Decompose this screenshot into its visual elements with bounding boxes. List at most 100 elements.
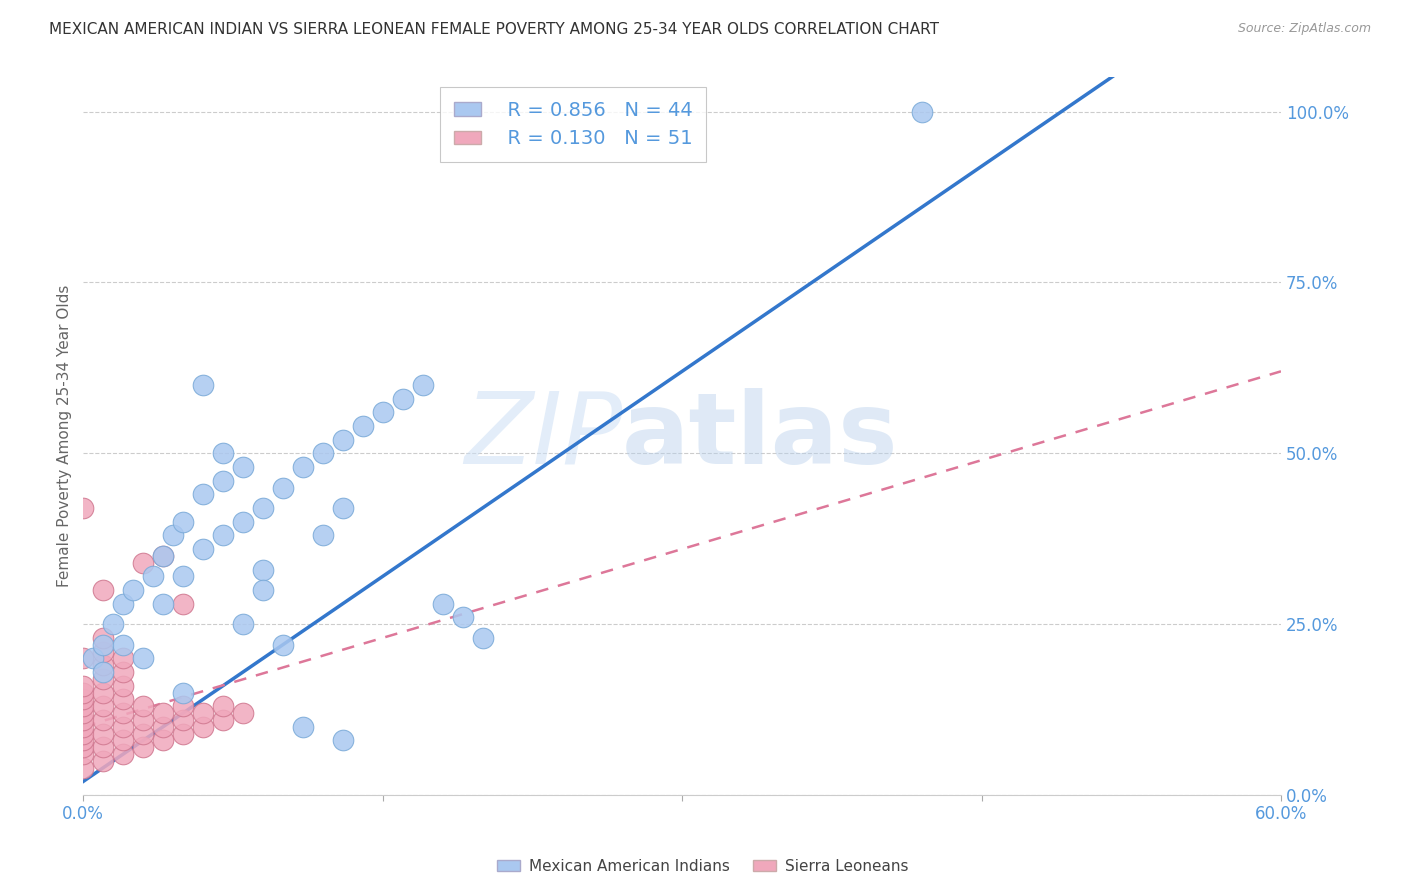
Point	[172, 515, 194, 529]
Point	[112, 638, 135, 652]
Point	[112, 747, 135, 761]
Point	[72, 740, 94, 755]
Point	[191, 487, 214, 501]
Point	[122, 582, 145, 597]
Point	[142, 569, 165, 583]
Point	[152, 733, 174, 747]
Point	[132, 740, 155, 755]
Point	[72, 651, 94, 665]
Point	[112, 692, 135, 706]
Point	[72, 699, 94, 714]
Point	[72, 713, 94, 727]
Point	[391, 392, 413, 406]
Point	[91, 631, 114, 645]
Point	[371, 405, 394, 419]
Point	[172, 699, 194, 714]
Point	[212, 528, 235, 542]
Point	[112, 651, 135, 665]
Point	[172, 685, 194, 699]
Point	[82, 651, 104, 665]
Point	[252, 582, 274, 597]
Point	[232, 706, 254, 720]
Point	[332, 433, 354, 447]
Point	[271, 638, 294, 652]
Point	[212, 713, 235, 727]
Point	[103, 617, 125, 632]
Point	[112, 679, 135, 693]
Point	[91, 658, 114, 673]
Point	[91, 665, 114, 679]
Point	[91, 726, 114, 740]
Point	[232, 460, 254, 475]
Point	[291, 460, 314, 475]
Point	[132, 699, 155, 714]
Point	[152, 706, 174, 720]
Point	[252, 501, 274, 516]
Legend: Mexican American Indians, Sierra Leoneans: Mexican American Indians, Sierra Leonean…	[491, 853, 915, 880]
Point	[172, 726, 194, 740]
Point	[91, 638, 114, 652]
Point	[911, 104, 934, 119]
Point	[91, 672, 114, 686]
Point	[271, 481, 294, 495]
Point	[112, 706, 135, 720]
Point	[451, 610, 474, 624]
Point	[91, 713, 114, 727]
Point	[152, 549, 174, 563]
Y-axis label: Female Poverty Among 25-34 Year Olds: Female Poverty Among 25-34 Year Olds	[58, 285, 72, 588]
Point	[112, 720, 135, 734]
Point	[72, 692, 94, 706]
Point	[212, 446, 235, 460]
Point	[191, 706, 214, 720]
Point	[152, 549, 174, 563]
Point	[72, 685, 94, 699]
Point	[72, 720, 94, 734]
Legend:   R = 0.856   N = 44,   R = 0.130   N = 51: R = 0.856 N = 44, R = 0.130 N = 51	[440, 87, 706, 162]
Point	[191, 720, 214, 734]
Text: MEXICAN AMERICAN INDIAN VS SIERRA LEONEAN FEMALE POVERTY AMONG 25-34 YEAR OLDS C: MEXICAN AMERICAN INDIAN VS SIERRA LEONEA…	[49, 22, 939, 37]
Text: ZIP: ZIP	[464, 388, 623, 484]
Point	[232, 515, 254, 529]
Point	[191, 541, 214, 556]
Point	[152, 597, 174, 611]
Point	[132, 726, 155, 740]
Text: atlas: atlas	[623, 388, 898, 484]
Point	[312, 528, 335, 542]
Point	[432, 597, 454, 611]
Point	[72, 706, 94, 720]
Point	[91, 740, 114, 755]
Point	[172, 569, 194, 583]
Point	[91, 685, 114, 699]
Point	[291, 720, 314, 734]
Point	[212, 699, 235, 714]
Point	[162, 528, 184, 542]
Point	[471, 631, 494, 645]
Point	[312, 446, 335, 460]
Point	[112, 597, 135, 611]
Point	[91, 754, 114, 768]
Point	[91, 699, 114, 714]
Point	[132, 651, 155, 665]
Point	[112, 733, 135, 747]
Point	[91, 644, 114, 658]
Point	[132, 713, 155, 727]
Point	[72, 733, 94, 747]
Text: Source: ZipAtlas.com: Source: ZipAtlas.com	[1237, 22, 1371, 36]
Point	[112, 665, 135, 679]
Point	[172, 597, 194, 611]
Point	[132, 556, 155, 570]
Point	[91, 582, 114, 597]
Point	[191, 378, 214, 392]
Point	[232, 617, 254, 632]
Point	[172, 713, 194, 727]
Point	[352, 419, 374, 434]
Point	[412, 378, 434, 392]
Point	[72, 747, 94, 761]
Point	[332, 501, 354, 516]
Point	[332, 733, 354, 747]
Point	[252, 562, 274, 576]
Point	[72, 726, 94, 740]
Point	[72, 761, 94, 775]
Point	[72, 679, 94, 693]
Point	[212, 474, 235, 488]
